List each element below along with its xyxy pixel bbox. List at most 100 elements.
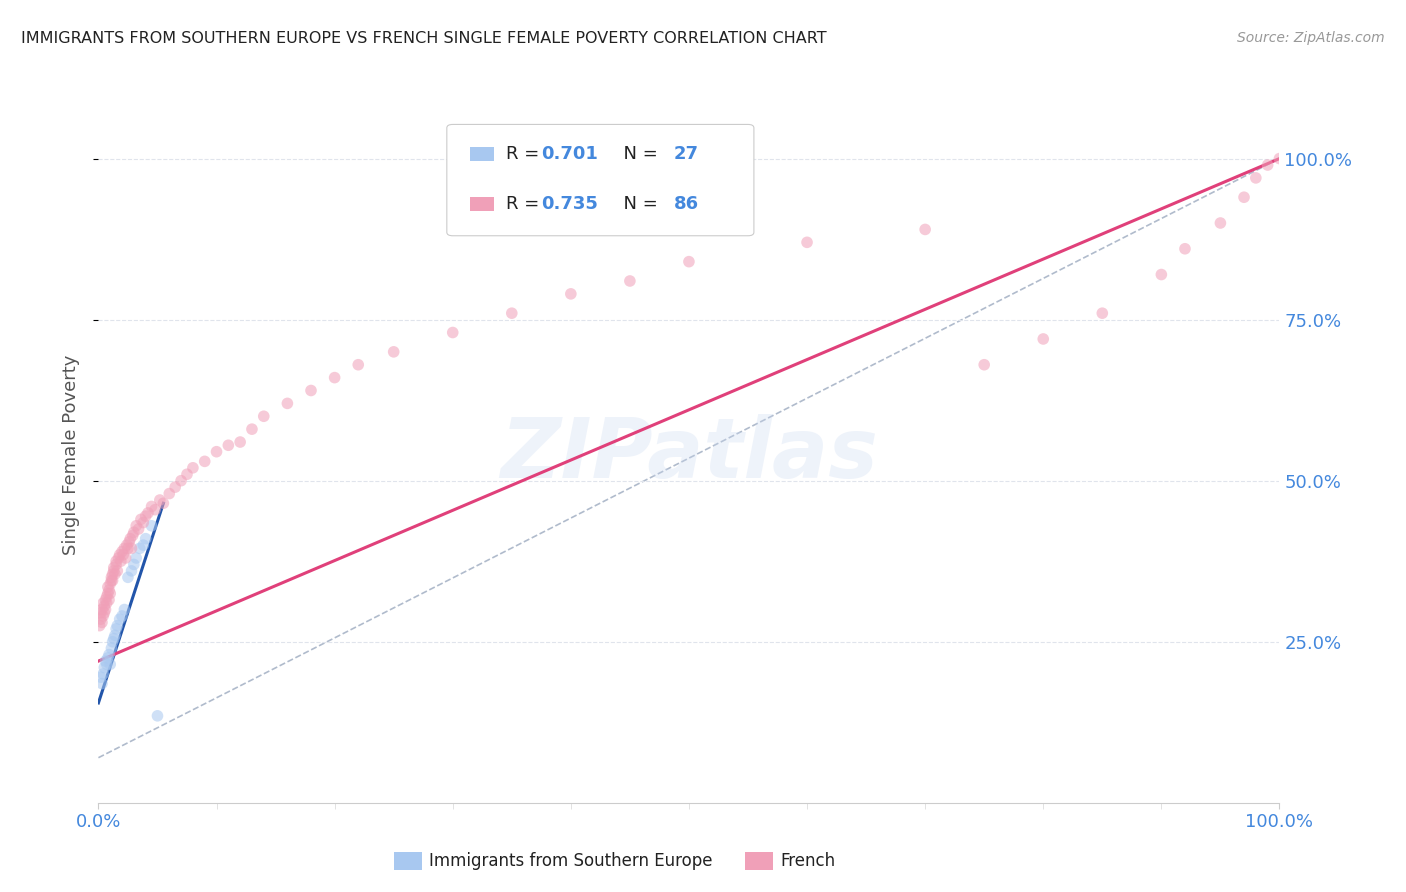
Point xyxy=(105,558,128,572)
Point xyxy=(105,564,128,578)
Point xyxy=(115,538,138,552)
Point xyxy=(1091,306,1114,320)
Point xyxy=(91,667,114,681)
Point xyxy=(619,274,641,288)
Point xyxy=(323,370,346,384)
Point xyxy=(122,525,145,540)
Point xyxy=(128,522,150,536)
Y-axis label: Single Female Poverty: Single Female Poverty xyxy=(62,355,80,555)
Point xyxy=(560,286,582,301)
Point xyxy=(141,518,163,533)
Text: R =: R = xyxy=(506,145,546,163)
Point xyxy=(91,676,114,690)
Text: Immigrants from Southern Europe: Immigrants from Southern Europe xyxy=(429,852,713,870)
FancyBboxPatch shape xyxy=(471,197,494,211)
Point xyxy=(152,496,174,510)
Point xyxy=(149,493,172,508)
Point xyxy=(796,235,818,250)
Point xyxy=(90,606,112,620)
Point xyxy=(1150,268,1173,282)
Point xyxy=(98,592,121,607)
Point xyxy=(101,634,124,648)
Point xyxy=(132,538,155,552)
Point xyxy=(104,567,127,582)
Point xyxy=(121,541,143,556)
Point xyxy=(96,657,118,672)
Text: Source: ZipAtlas.com: Source: ZipAtlas.com xyxy=(1237,31,1385,45)
Text: IMMIGRANTS FROM SOUTHERN EUROPE VS FRENCH SINGLE FEMALE POVERTY CORRELATION CHAR: IMMIGRANTS FROM SOUTHERN EUROPE VS FRENC… xyxy=(21,31,827,46)
Point xyxy=(112,548,135,562)
Point xyxy=(91,596,114,610)
Point xyxy=(108,548,131,562)
Point xyxy=(217,438,239,452)
Point xyxy=(90,670,112,684)
Point xyxy=(117,570,139,584)
Point xyxy=(112,541,135,556)
Point xyxy=(914,222,936,236)
Point xyxy=(1268,152,1291,166)
Point xyxy=(114,551,136,566)
Text: 86: 86 xyxy=(673,195,699,213)
Point xyxy=(89,618,111,632)
Point xyxy=(136,506,159,520)
Point xyxy=(108,612,131,626)
FancyBboxPatch shape xyxy=(471,147,494,161)
Point xyxy=(120,532,142,546)
Point xyxy=(125,551,148,566)
Point xyxy=(143,502,166,516)
Point xyxy=(501,306,523,320)
Point xyxy=(100,574,122,588)
Point xyxy=(97,586,120,600)
Point xyxy=(205,444,228,458)
Point xyxy=(678,254,700,268)
Point xyxy=(347,358,370,372)
Point xyxy=(101,574,124,588)
Point xyxy=(94,592,117,607)
Point xyxy=(104,628,127,642)
Point xyxy=(103,632,125,646)
Point xyxy=(157,486,180,500)
Point xyxy=(91,615,114,630)
Point xyxy=(112,602,135,616)
Point xyxy=(117,541,139,556)
Point xyxy=(93,606,115,620)
Text: R =: R = xyxy=(506,195,546,213)
Point xyxy=(229,435,252,450)
Point xyxy=(105,554,128,568)
Point xyxy=(176,467,198,482)
Point xyxy=(94,654,117,668)
Point xyxy=(1174,242,1197,256)
Point xyxy=(1209,216,1232,230)
Point xyxy=(100,570,122,584)
Point xyxy=(96,596,118,610)
Text: 0.701: 0.701 xyxy=(541,145,598,163)
Point xyxy=(111,544,134,558)
Point xyxy=(111,609,134,624)
Point xyxy=(240,422,263,436)
Point xyxy=(90,612,112,626)
Point xyxy=(103,560,125,574)
Point xyxy=(135,532,157,546)
Point xyxy=(125,518,148,533)
Point xyxy=(98,586,121,600)
Point xyxy=(110,554,132,568)
Point xyxy=(276,396,298,410)
Point xyxy=(121,564,143,578)
Point xyxy=(91,609,114,624)
Point xyxy=(122,558,145,572)
Point xyxy=(1032,332,1054,346)
Point xyxy=(98,576,121,591)
Point xyxy=(128,541,150,556)
Point xyxy=(100,641,122,656)
Point xyxy=(97,651,120,665)
Point xyxy=(98,583,121,598)
Point xyxy=(93,660,115,674)
Point xyxy=(118,534,141,549)
Point xyxy=(181,460,204,475)
Point xyxy=(170,474,193,488)
Point xyxy=(441,326,464,340)
Text: 27: 27 xyxy=(673,145,699,163)
Point xyxy=(299,384,322,398)
Point xyxy=(103,564,125,578)
Point xyxy=(101,567,124,582)
